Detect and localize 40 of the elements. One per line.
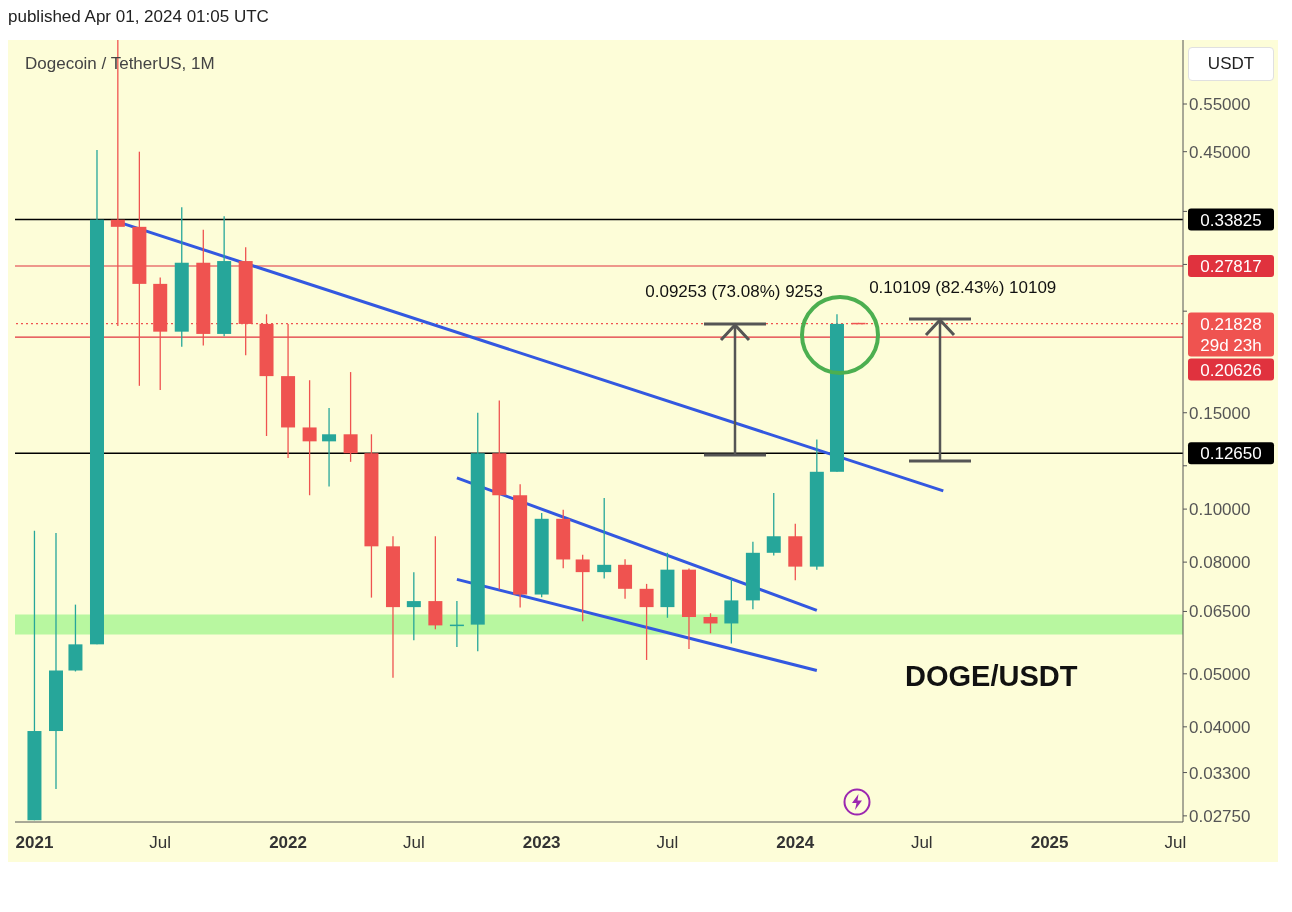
x-tick-label: Jul [656,833,679,852]
x-tick-label: Jul [149,833,172,852]
candlestick [343,371,358,463]
y-tick-label: 0.10000 [1189,500,1251,520]
ref-line-label: 0.12650 [1200,444,1262,464]
y-tick-label: 0.45000 [1189,142,1251,162]
ref-line-label: 0.20626 [1200,360,1262,380]
x-tick-label: Jul [1164,833,1187,852]
y-tick-label: 0.06500 [1189,602,1251,622]
candlestick [724,578,739,645]
y-tick-label: 0.05000 [1189,664,1251,684]
ref-line-label: 0.33825 [1200,210,1262,230]
y-tick-label: 0.08000 [1189,553,1251,573]
y-tick-label: 0.15000 [1189,403,1251,423]
candlestick [302,379,317,496]
ref-line-label: 0.21828 29d 23h [1200,314,1262,355]
candlestick [322,407,337,488]
x-tick-label: 2021 [15,833,54,852]
annotation: 0.09253 (73.08%) 9253 [645,281,823,301]
x-tick-label: Jul [910,833,933,852]
candlestick [766,492,781,557]
y-tick-label: 0.02750 [1189,806,1251,826]
candlestick [575,554,590,622]
ref-line-label: 0.27817 [1200,256,1262,276]
candlestick [597,497,612,580]
annotation: 0.10109 (82.43%) 10109 [869,277,1057,297]
x-tick-label: 2025 [1030,833,1069,852]
annotation: DOGE/USDT [905,660,1078,693]
candlestick [703,612,718,634]
candlestick [406,571,421,641]
x-tick-label: 2024 [776,833,815,852]
chart-subtitle: published Apr 01, 2024 01:05 UTC [8,7,270,28]
y-tick-label: 0.03300 [1189,763,1251,783]
x-tick-label: 2022 [269,833,307,852]
x-tick-label: 2023 [522,833,561,852]
y-axis-title: USDT [1188,47,1274,81]
candlestick [639,583,654,661]
x-tick-label: Jul [402,833,425,852]
y-tick-label: 0.55000 [1189,95,1251,115]
y-tick-label: 0.04000 [1189,717,1251,737]
